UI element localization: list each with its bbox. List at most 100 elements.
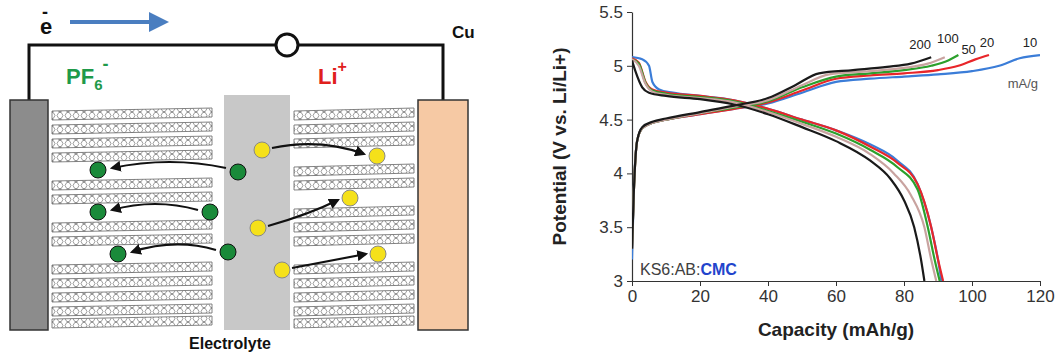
anion-formula: PF [66,64,94,89]
y-tick-label: 4 [614,164,623,183]
electron-label: e- [40,2,52,39]
graphene-layer [52,220,212,232]
y-tick-label: 5 [614,57,623,76]
cation-ion [370,246,386,262]
charge-curve [632,55,958,249]
y-tick-label: 3.5 [599,218,623,237]
anion-label: PF6- [66,54,108,93]
graphite-right [294,108,414,328]
graphene-layer [52,276,212,288]
graphene-layer [294,316,414,328]
y-tick: 4 [614,164,632,183]
y-tick: 5.5 [599,3,632,22]
graphene-layer [52,150,212,162]
series-label: 20 [980,35,994,50]
electron-arrow [70,20,165,24]
graphene-layer [52,304,212,316]
electron-charge: - [42,2,48,22]
y-axis-title: Potential (V vs. Li/Li+) [549,48,570,246]
graphene-layer [52,262,212,274]
discharge-curve [632,60,924,281]
x-tick-mark [904,281,905,286]
graphene-layer [52,122,212,134]
cation-charge: + [338,58,347,75]
ion-arrow [112,204,198,210]
cell-diagram: e-CuElectrolytePF6-Li+ [10,2,475,352]
x-tick: 20 [691,281,710,306]
meter [276,34,298,56]
x-tick: 40 [759,281,778,306]
series-labels: 10 20 50100 200 [909,31,1037,57]
electrolyte-label: Electrolyte [189,335,271,352]
x-axis-title: Capacity (mAh/g) [758,319,914,340]
ion-arrow [272,144,364,154]
graphene-layer [294,276,414,288]
graphene-layer [294,220,414,232]
anion-subscript: 6 [94,76,102,93]
y-tick-mark [627,120,632,121]
anion-ion [110,246,126,262]
graphene-layer [52,178,212,190]
x-tick: 60 [827,281,846,306]
ion-arrow [292,254,366,268]
y-tick-label: 3 [614,272,623,291]
y-tick-label: 4.5 [599,111,623,130]
y-tick: 4.5 [599,111,632,130]
x-tick: 120 [1026,281,1054,306]
x-tick-label: 20 [691,287,710,306]
discharge-curve [632,57,941,281]
series-label: 100 [937,31,959,46]
cathode-collector [418,100,468,330]
series-label: 50 [961,42,975,57]
cation-ion [250,220,266,236]
graphene-layer [294,122,414,134]
x-tick-mark [632,281,633,286]
anion-ion [202,204,218,220]
cation-ion [254,142,270,158]
graphene-layer [294,290,414,302]
y-tick-mark [627,66,632,67]
graphene-layer [294,164,414,176]
y-tick: 5 [614,57,632,76]
wire [29,45,443,100]
y-axis: 3 3.5 4 4.5 5 5.5 [599,3,632,291]
discharge-curve [632,59,936,281]
graphite-left [52,108,212,328]
charge-curve [632,57,931,249]
cation-ion [342,190,358,206]
annotation-part: CMC [700,261,737,278]
graphene-layer [52,316,212,328]
cation-ion [369,148,385,164]
graphene-layer [294,136,414,148]
series-label: 10 [1023,35,1037,50]
annotation-part: KS6:AB: [640,261,700,278]
series-label: 200 [909,37,931,52]
graphene-layer [294,178,414,190]
x-tick: 0 [628,281,637,306]
cation-ion [274,262,290,278]
cation-symbol: Li [318,64,338,89]
y-tick-mark [627,173,632,174]
x-tick-label: 120 [1026,287,1054,306]
annotation: KS6:AB:CMC [640,261,737,278]
x-tick-mark [972,281,973,286]
charge-curve [632,57,945,249]
x-tick-mark [836,281,837,286]
ion-arrow [268,200,338,226]
x-tick-mark [1040,281,1041,286]
x-tick-label: 100 [958,287,986,306]
graphene-layer [52,290,212,302]
x-axis: 0 20 40 60 80 100 120 [628,281,1055,306]
y-tick-label: 5.5 [599,3,623,22]
graphene-layer [52,192,212,204]
x-tick: 100 [958,281,986,306]
y-tick-mark [627,281,632,282]
x-tick-label: 80 [895,287,914,306]
x-tick-label: 60 [827,287,846,306]
x-tick-label: 0 [628,287,637,306]
annotation: mA/g [1008,76,1038,91]
graphene-layer [294,234,414,246]
annotation-part: mA/g [1008,76,1038,91]
y-tick: 3.5 [599,218,632,237]
chart: 3 3.5 4 4.5 5 5.5 0 20 40 60 80 100 120 Capacity (mAh… [549,3,1055,340]
